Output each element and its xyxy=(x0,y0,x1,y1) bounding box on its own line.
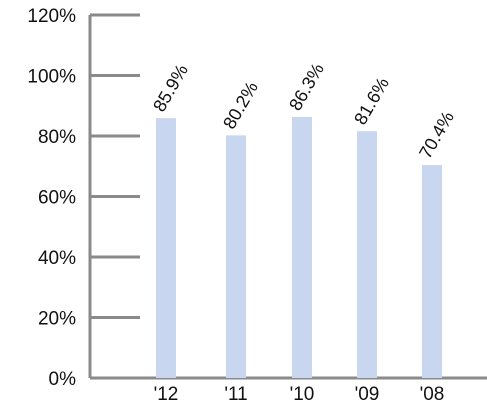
bar xyxy=(422,165,442,378)
bar xyxy=(226,135,246,378)
y-tick-label: 80% xyxy=(38,127,76,148)
data-label: 70.4% xyxy=(415,108,458,162)
data-label: 81.6% xyxy=(350,74,393,128)
bar xyxy=(292,116,312,378)
y-tick-label: 100% xyxy=(27,67,76,88)
y-tick-label: 120% xyxy=(27,6,76,27)
y-tick-label: 60% xyxy=(38,188,76,209)
bars xyxy=(156,116,442,378)
data-label: 80.2% xyxy=(219,78,262,132)
data-label: 86.3% xyxy=(285,60,328,114)
bar xyxy=(357,131,377,378)
bar xyxy=(156,118,176,378)
x-axis: '12 '11 '10 '09 '08 xyxy=(90,376,487,405)
y-tick-label: 40% xyxy=(38,248,76,269)
x-tick-label: '12 xyxy=(154,384,179,405)
x-tick-label: '10 xyxy=(290,384,315,405)
y-tick-label: 0% xyxy=(49,369,77,390)
data-label: 85.9% xyxy=(149,61,192,115)
y-axis: 0% 20% 40% 60% 80% 100% 120% xyxy=(27,6,140,390)
y-tick-label: 20% xyxy=(38,309,76,330)
x-tick-label: '09 xyxy=(355,384,380,405)
x-tick-label: '08 xyxy=(420,384,445,405)
x-tick-label: '11 xyxy=(224,384,247,405)
